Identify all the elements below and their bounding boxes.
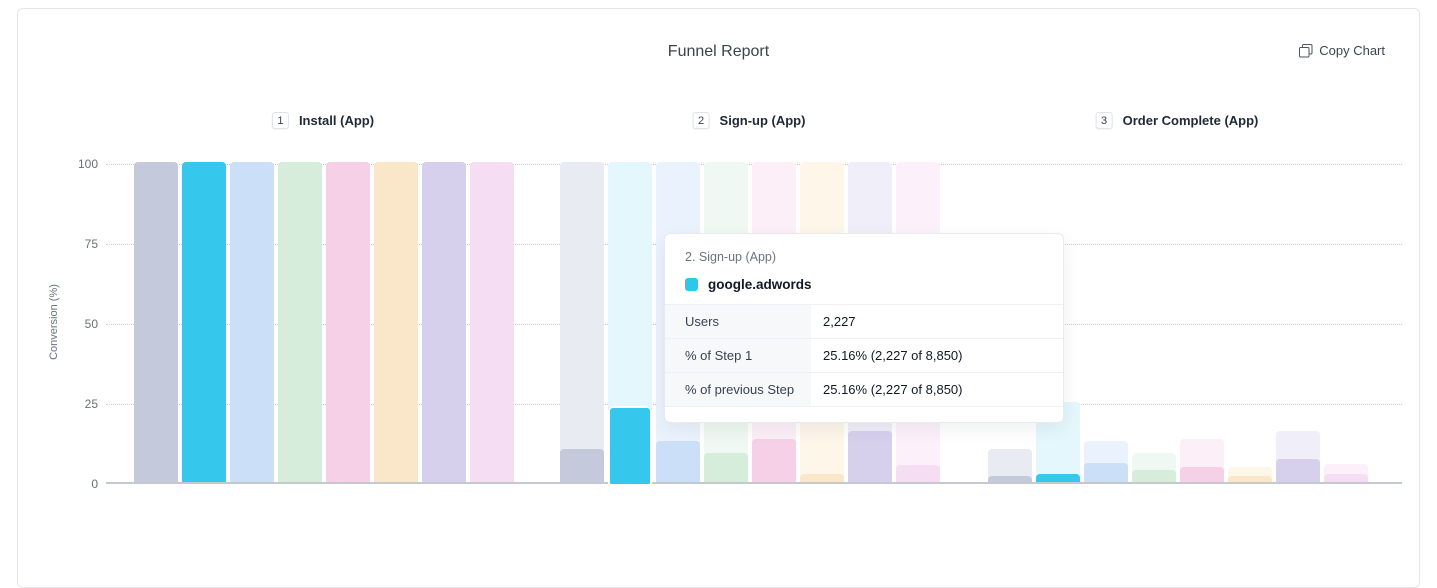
bar-slot bbox=[470, 162, 514, 482]
tooltip-metric-value: 25.16% (2,227 of 8,850) bbox=[823, 382, 963, 397]
bar-slot bbox=[326, 162, 370, 482]
tooltip-metrics-table: Users 2,227 % of Step 1 25.16% (2,227 of 8,… bbox=[665, 304, 1063, 407]
bar-step2-series-5[interactable] bbox=[752, 439, 796, 482]
bar-step3-series-7[interactable] bbox=[1276, 459, 1320, 482]
bar-step2-series-7[interactable] bbox=[848, 430, 892, 482]
bar-slot bbox=[1084, 162, 1128, 482]
bar-step1-series-4[interactable] bbox=[278, 162, 322, 482]
tooltip-metric-row: % of previous Step 25.16% (2,227 of 8,850… bbox=[665, 372, 1063, 407]
step-label: Order Complete (App) bbox=[1122, 113, 1259, 128]
bar-group-step-3 bbox=[988, 162, 1368, 482]
y-tick-label: 0 bbox=[91, 477, 98, 491]
tooltip-step-title: 2. Sign-up (App) bbox=[685, 250, 777, 264]
step-label: Install (App) bbox=[298, 113, 375, 128]
tooltip-metric-label: Users bbox=[665, 305, 811, 338]
step-header-1: 1 Install (App) bbox=[271, 112, 375, 129]
bar-slot bbox=[1180, 162, 1224, 482]
y-tick-label: 25 bbox=[84, 397, 98, 411]
bar-slot bbox=[1132, 162, 1176, 482]
copy-icon bbox=[1299, 43, 1313, 58]
copy-chart-button[interactable]: Copy Chart bbox=[1299, 43, 1385, 58]
bar-step1-series-3[interactable] bbox=[230, 162, 274, 482]
bar-step1-series-5[interactable] bbox=[326, 162, 370, 482]
bar-step3-series-8[interactable] bbox=[1324, 474, 1368, 482]
bar-slot bbox=[560, 162, 604, 482]
copy-chart-label: Copy Chart bbox=[1319, 43, 1385, 58]
bar-slot bbox=[1228, 162, 1272, 482]
tooltip-metric-row: Users 2,227 bbox=[665, 304, 1063, 338]
bar-slot bbox=[230, 162, 274, 482]
bar-step2-series-1[interactable] bbox=[560, 449, 604, 482]
y-tick-label: 75 bbox=[84, 237, 98, 251]
page-title: Funnel Report bbox=[667, 43, 770, 60]
bar-slot bbox=[608, 162, 652, 486]
series-color-swatch bbox=[685, 278, 698, 291]
step-number-badge: 3 bbox=[1095, 112, 1113, 129]
step-number-badge: 1 bbox=[271, 112, 289, 129]
bar-step1-series-8[interactable] bbox=[470, 162, 514, 482]
step-number-badge: 2 bbox=[692, 112, 710, 129]
bar-step2-series-3[interactable] bbox=[656, 440, 700, 482]
tooltip-metric-label: % of previous Step bbox=[665, 373, 811, 406]
bar-step2-series-6[interactable] bbox=[800, 474, 844, 482]
bar-step3-series-4[interactable] bbox=[1132, 469, 1176, 482]
bar-slot bbox=[1276, 162, 1320, 482]
bar-slot bbox=[278, 162, 322, 482]
bar-step2-series-4[interactable] bbox=[704, 453, 748, 482]
tooltip-series-name: google.adwords bbox=[708, 277, 812, 292]
tooltip-metric-value: 2,227 bbox=[823, 314, 856, 329]
bar-group-step-1 bbox=[134, 162, 514, 482]
bar-step2-series-8[interactable] bbox=[896, 465, 940, 482]
tooltip-metric-label: % of Step 1 bbox=[665, 339, 811, 372]
bar-step2-google.adwords[interactable] bbox=[608, 405, 652, 486]
tooltip-series-row: google.adwords bbox=[685, 277, 1043, 292]
bar-slot bbox=[134, 162, 178, 482]
chart-tooltip: 2. Sign-up (App) google.adwords Users 2,2… bbox=[664, 233, 1064, 423]
bar-step1-series-6[interactable] bbox=[374, 162, 418, 482]
step-label: Sign-up (App) bbox=[719, 113, 806, 128]
step-header-2: 2 Sign-up (App) bbox=[692, 112, 806, 129]
bar-step3-series-3[interactable] bbox=[1084, 463, 1128, 482]
bar-slot bbox=[988, 162, 1032, 482]
reference-bar-series-1 bbox=[560, 162, 604, 482]
bar-step1-series-1[interactable] bbox=[134, 162, 178, 482]
tooltip-metric-value: 25.16% (2,227 of 8,850) bbox=[823, 348, 963, 363]
bar-slot bbox=[182, 162, 226, 482]
bar-step3-series-5[interactable] bbox=[1180, 466, 1224, 482]
funnel-report-card: Funnel Report Copy Chart 1 Install (App) 2… bbox=[17, 8, 1420, 588]
bar-slot bbox=[422, 162, 466, 482]
bar-step3-series-1[interactable] bbox=[988, 476, 1032, 482]
bar-step3-google.adwords[interactable] bbox=[1036, 474, 1080, 482]
y-tick-label: 50 bbox=[84, 317, 98, 331]
bar-step3-series-6[interactable] bbox=[1228, 475, 1272, 482]
y-tick-label: 100 bbox=[77, 157, 98, 171]
bar-step1-series-7[interactable] bbox=[422, 162, 466, 482]
bar-slot bbox=[374, 162, 418, 482]
tooltip-metric-row: % of Step 1 25.16% (2,227 of 8,850) bbox=[665, 338, 1063, 372]
bar-step1-google.adwords[interactable] bbox=[182, 162, 226, 482]
bar-slot bbox=[1324, 162, 1368, 482]
step-header-3: 3 Order Complete (App) bbox=[1095, 112, 1259, 129]
